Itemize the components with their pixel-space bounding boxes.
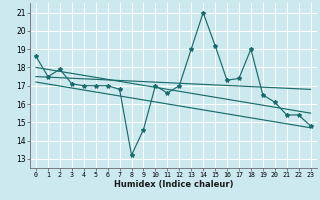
X-axis label: Humidex (Indice chaleur): Humidex (Indice chaleur)	[114, 180, 233, 189]
